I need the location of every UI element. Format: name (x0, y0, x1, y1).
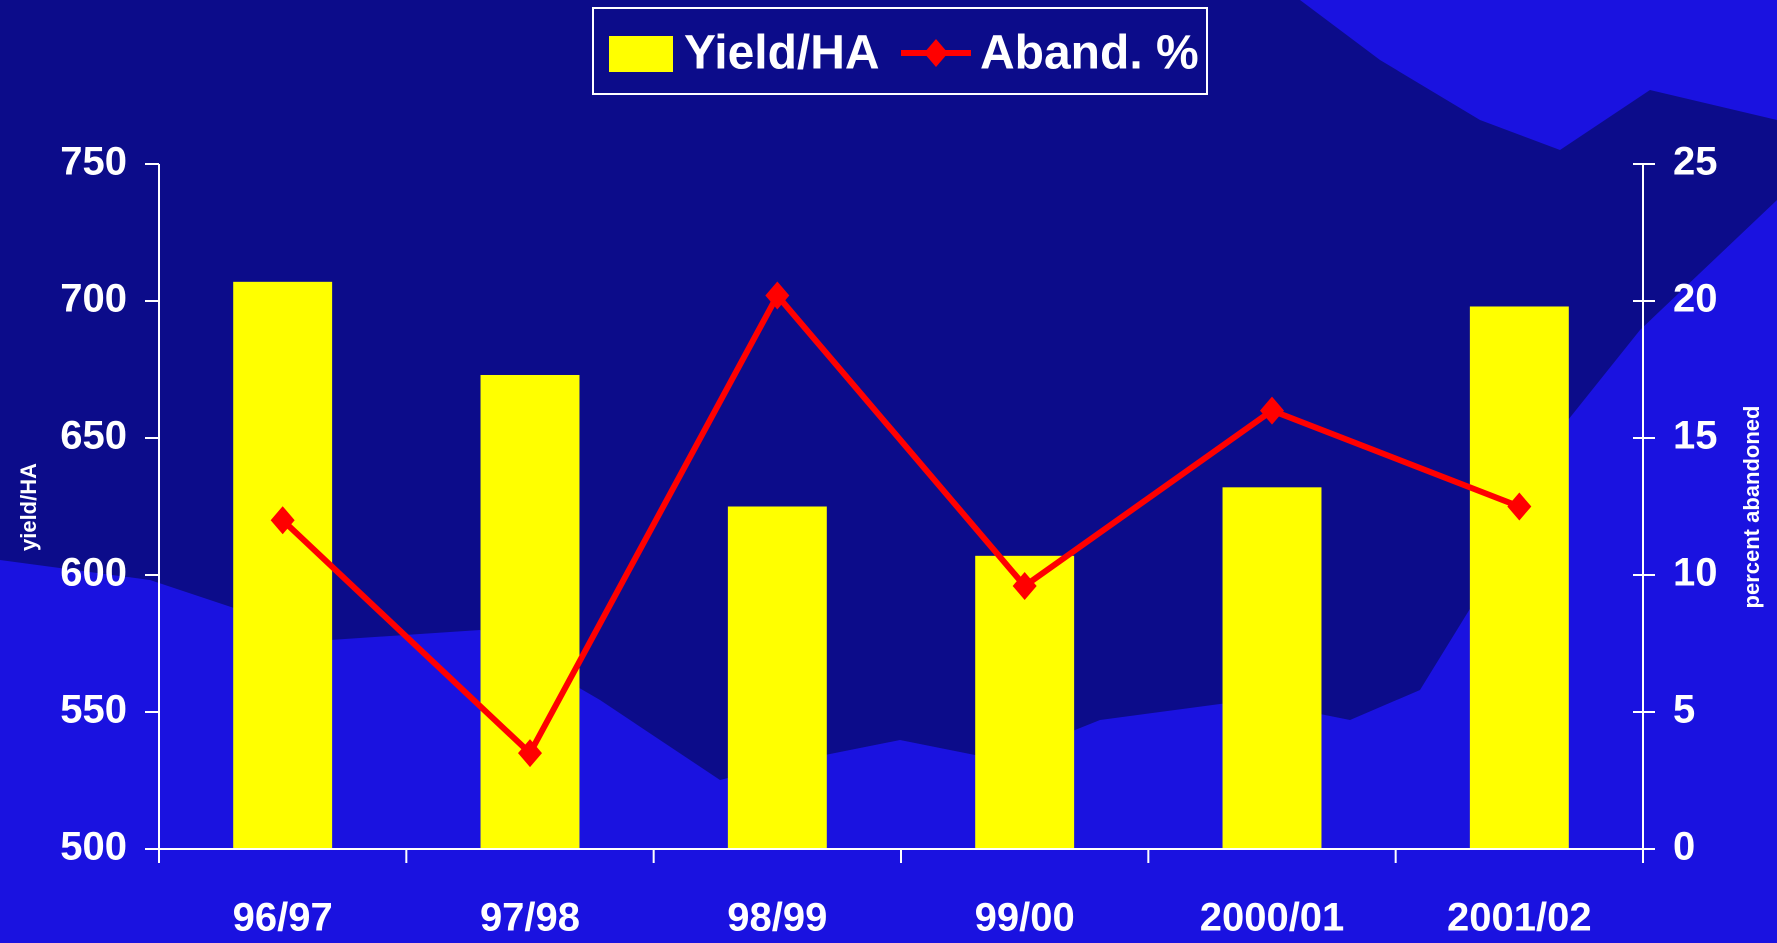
y-tick-label: 600 (60, 551, 127, 595)
y-tick-label: 750 (60, 140, 127, 184)
y2-tick-label: 15 (1673, 414, 1718, 458)
line-marker (1260, 396, 1284, 425)
x-tick-label: 96/97 (233, 896, 333, 940)
x-tick-label: 2000/01 (1200, 896, 1345, 940)
y2-tick-label: 5 (1673, 688, 1695, 732)
y2-axis-title: percent abandoned (1739, 406, 1764, 609)
line-marker (1012, 571, 1037, 600)
bar (975, 555, 1075, 849)
y-tick-label: 500 (60, 825, 127, 869)
line (280, 290, 1521, 758)
x-tick-label: 2001/02 (1447, 896, 1592, 940)
bar (480, 374, 580, 849)
legend-marker (924, 39, 948, 67)
y-axis-title: yield/HA (16, 463, 41, 551)
y-tick-label: 650 (60, 414, 127, 458)
y-tick-label: 550 (60, 688, 127, 732)
bar (1469, 306, 1569, 850)
line-marker (1507, 492, 1532, 521)
bar (1222, 487, 1322, 849)
bar (727, 506, 827, 849)
legend-label: Aband. % (980, 27, 1199, 80)
line-marker (765, 281, 790, 310)
map-water (1300, 0, 1777, 150)
x-tick-label: 99/00 (975, 896, 1075, 940)
map-water (0, 200, 1777, 943)
bar (233, 281, 333, 849)
line-marker (270, 506, 295, 535)
legend-box (592, 7, 1208, 95)
legend-label: Yield/HA (684, 27, 880, 80)
x-tick-label: 97/98 (480, 896, 580, 940)
y2-tick-label: 20 (1673, 277, 1718, 321)
legend-swatch (609, 36, 673, 72)
y2-tick-label: 25 (1673, 140, 1718, 184)
y2-tick-label: 10 (1673, 551, 1718, 595)
y-tick-label: 700 (60, 277, 127, 321)
y2-tick-label: 0 (1673, 825, 1695, 869)
x-tick-label: 98/99 (727, 896, 827, 940)
line-marker (518, 739, 542, 768)
